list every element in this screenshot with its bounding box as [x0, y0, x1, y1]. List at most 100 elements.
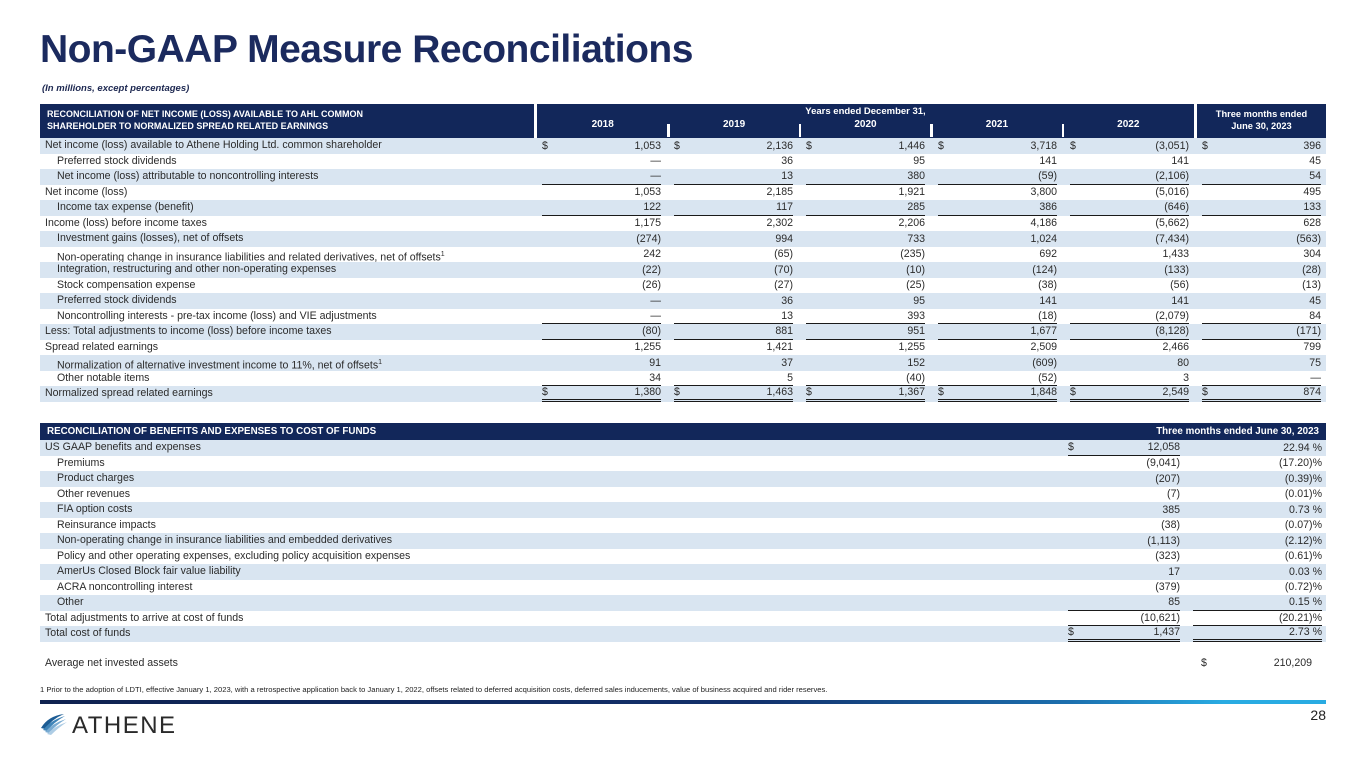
cell-value: 2.73 % — [1289, 626, 1322, 639]
value-cell-inner: $1,053 — [542, 138, 661, 154]
value-cell-inner: 1,255 — [806, 340, 925, 356]
value-cell: (0.72)% — [1185, 580, 1326, 596]
row-label: Income tax expense (benefit) — [57, 201, 194, 213]
cell-value: (235) — [900, 248, 925, 261]
value-cell: (0.39)% — [1185, 471, 1326, 487]
cell-value: 152 — [907, 356, 925, 369]
value-cell-inner: (59) — [938, 169, 1057, 185]
value-cell-inner: $874 — [1202, 386, 1321, 402]
row-label: Integration, restructuring and other non… — [57, 263, 337, 275]
value-cell: 1,255 — [534, 340, 666, 356]
value-cell-inner: $1,380 — [542, 386, 661, 402]
row-label: Stock compensation expense — [57, 278, 196, 291]
value-cell: 133 — [1194, 200, 1326, 216]
cell-value: (7) — [1167, 488, 1180, 501]
value-cell-inner: (133) — [1070, 262, 1189, 278]
value-cell-inner: (40) — [806, 371, 925, 386]
row-label: Non-operating change in insurance liabil… — [57, 534, 393, 546]
value-cell-inner: — — [542, 293, 661, 309]
value-cell-inner: (0.07)% — [1193, 518, 1322, 534]
value-cell: $396 — [1194, 138, 1326, 154]
cell-value: (2,106) — [1155, 170, 1189, 183]
value-cell-inner: 95 — [806, 154, 925, 170]
value-cell-inner: 2,466 — [1070, 340, 1189, 356]
value-cell-inner: $1,848 — [938, 386, 1057, 402]
value-cell-inner: (52) — [938, 371, 1057, 386]
cell-value: 0.15 % — [1289, 596, 1322, 609]
value-cell-inner: (0.72)% — [1193, 580, 1322, 596]
dollar-sign: $ — [1068, 441, 1074, 454]
value-cell: (2,079) — [1062, 309, 1194, 324]
value-cell: 17 — [1060, 564, 1185, 580]
footnote-marker: 1 — [440, 250, 445, 258]
net-income-reconciliation-table: RECONCILIATION OF NET INCOME (LOSS) AVAI… — [40, 104, 1326, 402]
cell-value: (25) — [906, 279, 925, 292]
cell-value: 36 — [781, 294, 793, 307]
cell-value: (171) — [1296, 325, 1321, 338]
value-cell-inner: (10) — [806, 262, 925, 278]
table-row: AmerUs Closed Block fair value liability… — [40, 564, 1326, 580]
cell-value: 95 — [913, 155, 925, 168]
value-cell-inner: 85 — [1068, 595, 1180, 611]
cell-value: (646) — [1164, 201, 1189, 214]
cell-value: 3,800 — [1030, 186, 1057, 199]
cell-value: 37 — [781, 356, 793, 369]
table-row: Normalization of alternative investment … — [40, 355, 1326, 371]
cell-value: 2,136 — [766, 139, 793, 152]
row-label: Income (loss) before income taxes — [45, 216, 207, 229]
value-cell-inner: 133 — [1202, 200, 1321, 216]
cell-value: 122 — [643, 201, 661, 214]
row-label: Noncontrolling interests - pre-tax incom… — [57, 309, 377, 322]
value-cell: 141 — [1062, 293, 1194, 309]
cell-value: — — [1310, 371, 1321, 384]
value-cell: (646) — [1062, 200, 1194, 216]
value-cell-inner: 152 — [806, 355, 925, 371]
table-row: ACRA noncontrolling interest (379) (0.72)% — [40, 580, 1326, 596]
cell-value: (70) — [774, 263, 793, 276]
cell-value: 393 — [907, 309, 925, 322]
value-cell: $1,463 — [666, 386, 798, 402]
cell-value: 1,053 — [634, 139, 661, 152]
cell-value: — — [650, 155, 661, 168]
cell-value: (80) — [642, 325, 661, 338]
value-cell-inner: (207) — [1068, 471, 1180, 487]
dollar-sign: $ — [1070, 386, 1076, 399]
value-cell-inner: $2,136 — [674, 138, 793, 154]
table-row: Preferred stock dividends — 36 95 141 141 45 — [40, 154, 1326, 170]
value-cell-inner: 386 — [938, 200, 1057, 216]
row-label: Reinsurance impacts — [57, 518, 156, 531]
dollar-sign: $ — [542, 386, 548, 399]
dollar-sign: $ — [1201, 657, 1207, 669]
table1-header-title-line2: SHAREHOLDER TO NORMALIZED SPREAD RELATED… — [47, 121, 329, 131]
table-row: Premiums (9,041) (17.20)% — [40, 456, 1326, 472]
cell-value: 13 — [781, 309, 793, 322]
cell-value: 1,921 — [898, 186, 925, 199]
cell-value: (274) — [636, 232, 661, 245]
value-cell-inner: 0.03 % — [1193, 564, 1322, 580]
value-cell-inner: 2,185 — [674, 185, 793, 201]
value-cell-inner: $1,437 — [1068, 626, 1180, 642]
year-column-header: 2021 — [930, 117, 1062, 138]
value-cell-inner: $396 — [1202, 138, 1321, 154]
table-row: Policy and other operating expenses, exc… — [40, 549, 1326, 565]
table-row: Preferred stock dividends — 36 95 141 141 45 — [40, 293, 1326, 309]
cell-value: 304 — [1303, 248, 1321, 261]
value-cell-inner: (80) — [542, 324, 661, 340]
cell-value: (1,113) — [1147, 534, 1180, 547]
average-row-value: 210,209 — [1273, 657, 1312, 669]
value-cell: 141 — [930, 154, 1062, 170]
value-cell: $1,437 — [1060, 626, 1185, 642]
value-cell: (609) — [930, 355, 1062, 371]
value-cell: $1,848 — [930, 386, 1062, 402]
value-cell-inner: (2,106) — [1070, 169, 1189, 185]
dollar-sign: $ — [1070, 139, 1076, 152]
value-cell: (10,621) — [1060, 611, 1185, 626]
cell-value: 1,433 — [1162, 248, 1189, 261]
page-title: Non-GAAP Measure Reconciliations — [40, 28, 693, 71]
value-cell: 285 — [798, 200, 930, 216]
value-cell-inner: $ (3,051) — [1070, 138, 1189, 154]
value-cell: 36 — [666, 154, 798, 170]
value-cell-inner: 13 — [674, 309, 793, 324]
value-cell: 22.94 % — [1185, 440, 1326, 456]
row-label: Other notable items — [57, 371, 150, 384]
